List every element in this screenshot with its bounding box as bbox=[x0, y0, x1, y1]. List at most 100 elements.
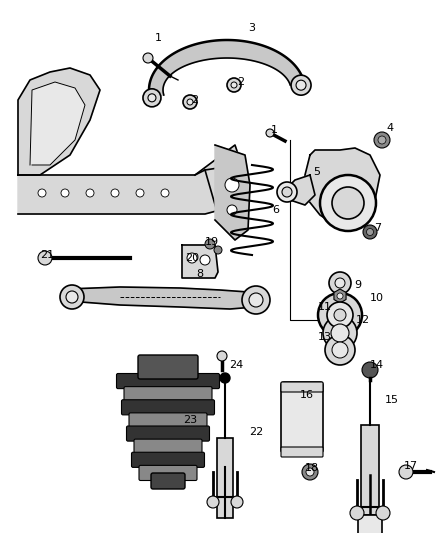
FancyBboxPatch shape bbox=[138, 355, 198, 379]
Circle shape bbox=[231, 82, 237, 88]
Circle shape bbox=[363, 225, 377, 239]
FancyBboxPatch shape bbox=[124, 386, 212, 402]
FancyBboxPatch shape bbox=[129, 413, 207, 428]
Circle shape bbox=[329, 272, 351, 294]
FancyBboxPatch shape bbox=[281, 447, 323, 457]
Circle shape bbox=[200, 255, 210, 265]
FancyBboxPatch shape bbox=[134, 439, 202, 454]
Circle shape bbox=[86, 189, 94, 197]
FancyBboxPatch shape bbox=[139, 465, 197, 481]
Text: 20: 20 bbox=[185, 253, 199, 263]
Circle shape bbox=[183, 95, 197, 109]
Circle shape bbox=[231, 496, 243, 508]
Circle shape bbox=[217, 351, 227, 361]
Circle shape bbox=[323, 316, 357, 350]
Circle shape bbox=[350, 506, 364, 520]
Text: 7: 7 bbox=[374, 223, 381, 233]
Circle shape bbox=[143, 89, 161, 107]
Circle shape bbox=[291, 75, 311, 95]
Circle shape bbox=[332, 342, 348, 358]
Text: 15: 15 bbox=[385, 395, 399, 405]
Circle shape bbox=[332, 187, 364, 219]
Circle shape bbox=[376, 506, 390, 520]
Text: 23: 23 bbox=[183, 415, 197, 425]
Circle shape bbox=[214, 246, 222, 254]
Circle shape bbox=[187, 99, 193, 105]
Text: 8: 8 bbox=[196, 269, 203, 279]
Circle shape bbox=[367, 229, 374, 236]
Bar bbox=[358, 515, 382, 533]
Circle shape bbox=[362, 362, 378, 378]
Circle shape bbox=[60, 285, 84, 309]
Circle shape bbox=[277, 182, 297, 202]
Circle shape bbox=[227, 78, 241, 92]
Text: 9: 9 bbox=[354, 280, 361, 290]
Text: 12: 12 bbox=[356, 315, 370, 325]
Circle shape bbox=[187, 253, 197, 263]
Circle shape bbox=[207, 496, 219, 508]
Circle shape bbox=[220, 373, 230, 383]
Circle shape bbox=[318, 293, 362, 337]
FancyBboxPatch shape bbox=[281, 382, 323, 453]
Polygon shape bbox=[30, 82, 85, 165]
Polygon shape bbox=[285, 175, 315, 205]
Polygon shape bbox=[195, 145, 245, 220]
Circle shape bbox=[296, 80, 306, 90]
Text: 11: 11 bbox=[318, 302, 332, 312]
Circle shape bbox=[327, 302, 353, 328]
Polygon shape bbox=[18, 168, 220, 214]
Polygon shape bbox=[215, 145, 250, 240]
Text: 4: 4 bbox=[386, 123, 393, 133]
Circle shape bbox=[136, 189, 144, 197]
Text: 22: 22 bbox=[249, 427, 263, 437]
Circle shape bbox=[334, 309, 346, 321]
Circle shape bbox=[38, 189, 46, 197]
Text: 3: 3 bbox=[248, 23, 255, 33]
Circle shape bbox=[38, 251, 52, 265]
Circle shape bbox=[378, 136, 386, 144]
FancyBboxPatch shape bbox=[117, 374, 219, 389]
Polygon shape bbox=[149, 40, 304, 98]
FancyBboxPatch shape bbox=[131, 452, 205, 467]
Text: 2: 2 bbox=[191, 95, 198, 105]
Circle shape bbox=[148, 94, 156, 102]
Polygon shape bbox=[182, 245, 218, 278]
FancyBboxPatch shape bbox=[151, 473, 185, 489]
Circle shape bbox=[249, 293, 263, 307]
Text: 10: 10 bbox=[370, 293, 384, 303]
Circle shape bbox=[205, 239, 215, 249]
Text: 24: 24 bbox=[229, 360, 243, 370]
Circle shape bbox=[225, 178, 239, 192]
FancyBboxPatch shape bbox=[121, 400, 215, 415]
Circle shape bbox=[282, 187, 292, 197]
Text: 18: 18 bbox=[305, 463, 319, 473]
Text: 1: 1 bbox=[271, 125, 278, 135]
Circle shape bbox=[242, 286, 270, 314]
Text: 16: 16 bbox=[300, 390, 314, 400]
Circle shape bbox=[143, 53, 153, 63]
Circle shape bbox=[66, 291, 78, 303]
Circle shape bbox=[306, 468, 314, 476]
Text: 13: 13 bbox=[318, 332, 332, 342]
Circle shape bbox=[331, 324, 349, 342]
Text: 21: 21 bbox=[40, 250, 54, 260]
Text: 2: 2 bbox=[237, 77, 244, 87]
Bar bbox=[217, 438, 233, 518]
Circle shape bbox=[266, 129, 274, 137]
Circle shape bbox=[374, 132, 390, 148]
Polygon shape bbox=[305, 148, 380, 225]
Bar bbox=[361, 425, 379, 515]
Text: 6: 6 bbox=[272, 205, 279, 215]
Circle shape bbox=[335, 278, 345, 288]
Polygon shape bbox=[18, 68, 100, 175]
Circle shape bbox=[161, 189, 169, 197]
Circle shape bbox=[111, 189, 119, 197]
Text: 14: 14 bbox=[370, 360, 384, 370]
FancyBboxPatch shape bbox=[281, 382, 323, 392]
Circle shape bbox=[337, 293, 343, 299]
Text: 1: 1 bbox=[155, 33, 162, 43]
Circle shape bbox=[302, 464, 318, 480]
Circle shape bbox=[325, 335, 355, 365]
Text: 5: 5 bbox=[313, 167, 320, 177]
Circle shape bbox=[320, 175, 376, 231]
